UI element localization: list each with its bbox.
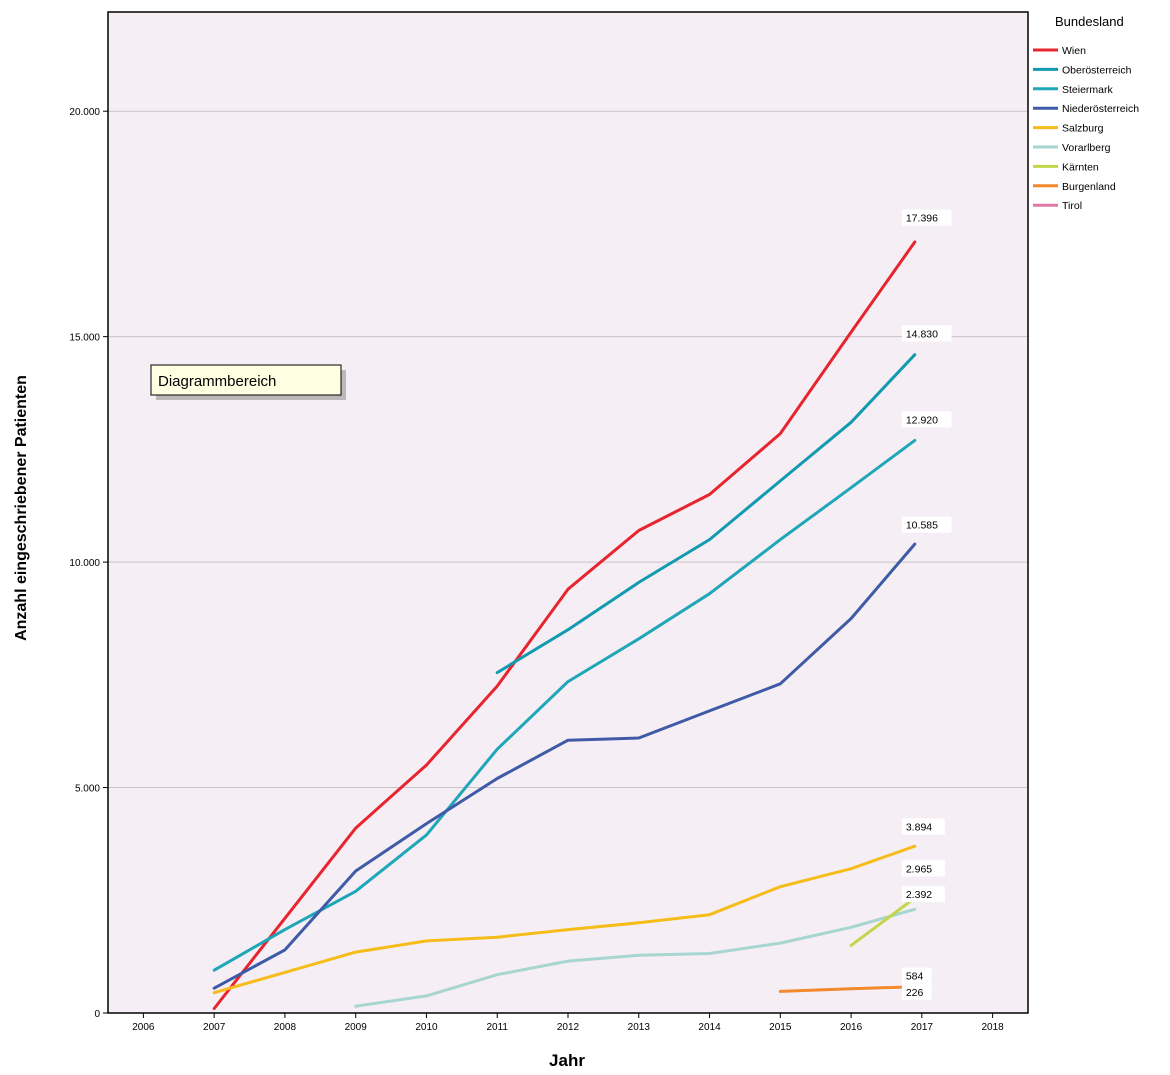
x-tick-label: 2013 [628, 1022, 651, 1033]
x-tick-label: 2010 [415, 1022, 438, 1033]
svg-text:584: 584 [906, 971, 924, 983]
legend-label: Tirol [1062, 200, 1082, 212]
series-lines [212, 240, 917, 1010]
x-tick-label: 2011 [486, 1022, 508, 1033]
y-axis: 0 5.000 10.000 15.000 20.000 [69, 107, 108, 1020]
plot-area[interactable] [108, 12, 1028, 1013]
legend-label: Burgenland [1062, 181, 1116, 193]
legend-label: Oberösterreich [1062, 64, 1132, 76]
legend-item-burgenland[interactable]: Burgenland [1033, 181, 1116, 193]
legend-item-vorarlberg[interactable]: Vorarlberg [1033, 142, 1111, 154]
series-line-vorarlberg[interactable] [354, 907, 917, 1008]
tooltip-box [150, 364, 342, 396]
svg-text:14.830: 14.830 [906, 328, 938, 340]
x-tick-label: 2017 [911, 1022, 934, 1033]
svg-text:226: 226 [906, 987, 924, 999]
tooltip: Diagrammbereich [150, 364, 346, 400]
legend-title: Bundesland [1055, 14, 1124, 29]
legend[interactable]: Bundesland Wien Oberösterreich Steiermark N… [1033, 14, 1139, 212]
legend-item-steiermark[interactable]: Steiermark [1033, 84, 1114, 96]
legend-item-wien[interactable]: Wien [1033, 45, 1086, 57]
svg-text:12.920: 12.920 [906, 414, 938, 426]
legend-label: Vorarlberg [1062, 142, 1111, 154]
legend-item-salzburg[interactable]: Salzburg [1033, 123, 1104, 135]
series-line-salzburg[interactable] [212, 844, 917, 995]
legend-item-niederösterreich[interactable]: Niederösterreich [1033, 103, 1139, 115]
svg-text:10.585: 10.585 [906, 520, 938, 532]
x-tick-label: 2018 [981, 1022, 1004, 1033]
y-tick-label: 10.000 [69, 558, 100, 569]
x-tick-label: 2009 [345, 1022, 368, 1033]
data-label-steiermark: 12.920 [901, 411, 952, 428]
series-line-oberösterreich[interactable] [495, 353, 917, 675]
tooltip-text: Diagrammbereich [158, 373, 276, 390]
y-tick-label: 20.000 [69, 107, 100, 118]
x-tick-label: 2008 [274, 1022, 297, 1033]
legend-label: Wien [1062, 45, 1086, 57]
x-tick-label: 2007 [203, 1022, 226, 1033]
plot-border [107, 11, 1029, 1014]
end-labels: 17.396 14.830 12.920 10.585 3.894 2.392 2.965 5… [901, 209, 952, 1000]
data-label-salzburg: 3.894 [901, 818, 945, 835]
series-line-wien[interactable] [212, 240, 917, 1010]
legend-item-kärnten[interactable]: Kärnten [1033, 161, 1099, 173]
legend-label: Steiermark [1062, 84, 1114, 96]
svg-text:2.965: 2.965 [906, 863, 932, 875]
legend-label: Kärnten [1062, 161, 1099, 173]
y-tick-label: 0 [94, 1009, 100, 1020]
x-tick-label: 2014 [698, 1022, 721, 1033]
series-line-kärnten[interactable] [849, 896, 917, 947]
series-line-niederösterreich[interactable] [212, 542, 917, 990]
data-label-niederösterreich: 10.585 [901, 516, 952, 533]
svg-text:2.392: 2.392 [906, 889, 932, 901]
y-axis-title: Anzahl eingeschriebener Patienten [13, 375, 30, 641]
data-label-oberösterreich: 14.830 [901, 325, 952, 342]
x-axis-title: Jahr [549, 1051, 585, 1070]
x-tick-label: 2006 [132, 1022, 155, 1033]
series-line-burgenland[interactable] [778, 985, 917, 993]
gridlines [108, 110, 1028, 789]
y-tick-label: 15.000 [69, 333, 100, 344]
x-tick-label: 2016 [840, 1022, 863, 1033]
legend-item-oberösterreich[interactable]: Oberösterreich [1033, 64, 1132, 76]
data-label-vorarlberg: 2.392 [901, 886, 945, 903]
data-label-kärnten: 2.965 [901, 860, 945, 877]
legend-label: Salzburg [1062, 123, 1104, 135]
data-label-wien: 17.396 [901, 209, 952, 226]
data-label-tirol: 226 [901, 983, 932, 1000]
svg-text:17.396: 17.396 [906, 213, 938, 225]
y-tick-label: 5.000 [75, 784, 100, 795]
x-axis: 2006 2007 2008 2009 2010 2011 2012 2013 2014 2015… [132, 1013, 1004, 1033]
series-line-steiermark[interactable] [212, 438, 917, 972]
legend-label: Niederösterreich [1062, 103, 1139, 115]
legend-item-tirol[interactable]: Tirol [1033, 200, 1082, 212]
data-label-burgenland: 584 [901, 967, 932, 984]
x-tick-label: 2012 [557, 1022, 580, 1033]
x-tick-label: 2015 [769, 1022, 792, 1033]
svg-text:3.894: 3.894 [906, 821, 932, 833]
